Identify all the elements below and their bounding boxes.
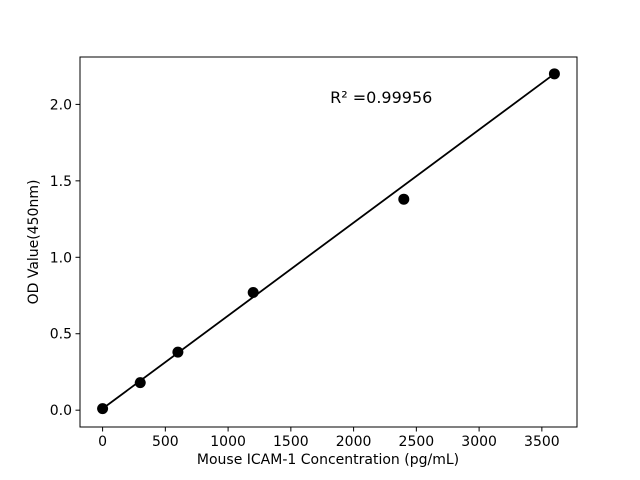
x-tick-label: 2500 xyxy=(399,434,435,450)
x-tick-label: 1500 xyxy=(273,434,309,450)
y-tick-label: 2.0 xyxy=(50,97,72,113)
data-point xyxy=(398,193,410,205)
x-tick-label: 0 xyxy=(98,434,107,450)
y-tick-label: 0.5 xyxy=(50,327,72,343)
x-tick-label: 3000 xyxy=(461,434,497,450)
trend-line xyxy=(101,72,556,410)
y-tick-label: 1.0 xyxy=(50,250,72,266)
x-tick-label: 2000 xyxy=(336,434,372,450)
x-axis-title: Mouse ICAM-1 Concentration (pg/mL) xyxy=(197,452,459,468)
plot-frame xyxy=(79,56,578,428)
y-tick-label: 1.5 xyxy=(50,174,72,190)
y-tick-label: 0.0 xyxy=(50,403,72,419)
data-point xyxy=(97,403,109,415)
r-squared-annotation: R² =0.99956 xyxy=(330,88,432,107)
plot-area: 0 500 1000 1500 2000 2500 3000 3500 0.0 0.5 1.0 1.5… xyxy=(50,56,578,450)
data-point xyxy=(134,377,146,389)
x-tick-label: 1000 xyxy=(210,434,246,450)
x-tick-label: 500 xyxy=(152,434,179,450)
x-tick-label: 3500 xyxy=(524,434,560,450)
data-point xyxy=(548,68,560,80)
data-point xyxy=(172,346,184,358)
data-point xyxy=(247,286,259,298)
y-axis-title: OD Value(450nm) xyxy=(26,180,42,305)
